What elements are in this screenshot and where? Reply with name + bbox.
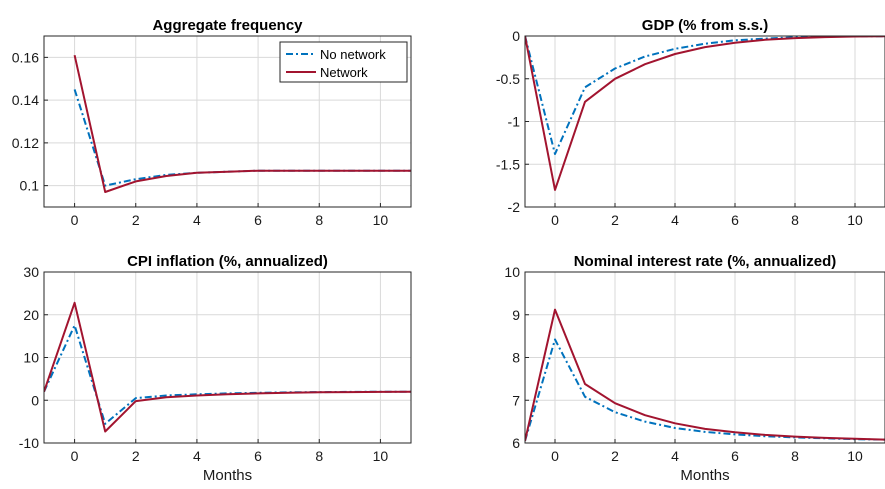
x-tick-label: 2 (132, 212, 140, 228)
axes-frame (43, 35, 412, 208)
x-tick-label: 8 (315, 212, 323, 228)
y-tick-label: 0 (512, 28, 520, 44)
legend-box (279, 41, 408, 83)
x-tick-label: 6 (254, 448, 262, 464)
x-tick-label: 4 (193, 448, 201, 464)
y-tick-label: 9 (512, 307, 520, 323)
series-line-network (73, 54, 411, 193)
x-tick-label: 0 (71, 212, 79, 228)
x-axis-label: Months (203, 467, 252, 484)
y-tick-label: 0.14 (12, 92, 39, 108)
x-tick-label: 10 (847, 212, 863, 228)
x-tick-label: 10 (373, 448, 389, 464)
y-tick-label: 10 (504, 264, 520, 280)
x-tick-label: 4 (671, 212, 679, 228)
subplot-title: GDP (% from s.s.) (642, 17, 768, 34)
x-tick-label: 6 (254, 212, 262, 228)
subplot-title: Nominal interest rate (%, annualized) (574, 253, 837, 270)
x-tick-label: 0 (71, 448, 79, 464)
subplot-title: Aggregate frequency (152, 17, 303, 34)
y-tick-label: 0.12 (12, 135, 39, 151)
subplot-2: 0 2 4 6 8 10 -2 -1.5 -1 -0.5 0 GDP (% from s.s.) (496, 17, 885, 228)
x-tick-label: 2 (611, 212, 619, 228)
y-tick-label: -0.5 (496, 71, 520, 87)
y-tick-label: 0.1 (20, 178, 40, 194)
x-tick-label: 8 (315, 448, 323, 464)
y-tick-label: -1 (508, 114, 521, 130)
x-tick-label: 2 (611, 448, 619, 464)
x-tick-label: 0 (551, 212, 559, 228)
x-tick-label: 8 (791, 212, 799, 228)
x-tick-label: 2 (132, 448, 140, 464)
x-tick-label: 10 (847, 448, 863, 464)
x-tick-label: 4 (193, 212, 201, 228)
x-tick-label: 8 (791, 448, 799, 464)
y-tick-label: 30 (23, 264, 39, 280)
subplot-title: CPI inflation (%, annualized) (127, 253, 328, 270)
y-tick-label: 0 (31, 392, 39, 408)
x-tick-label: 10 (373, 212, 389, 228)
subplot-3: 0 2 4 6 8 10 -10 0 10 20 30 CPI inflation (%, annua… (19, 253, 412, 484)
series-line-network (44, 301, 411, 433)
y-tick-label: 8 (512, 350, 520, 366)
series-line-no-network (525, 338, 885, 442)
legend: No network Network (279, 41, 408, 83)
subplot-4: 0 2 4 6 8 10 6 7 8 9 10 Nominal interest rate (%, a… (504, 253, 885, 484)
x-tick-label: 6 (731, 212, 739, 228)
series-line-no-network (525, 36, 885, 155)
x-tick-label: 4 (671, 448, 679, 464)
subplot-1: 0 2 4 6 8 10 0.1 0.12 0.14 0.16 Aggregate frequenc… (12, 17, 412, 228)
y-tick-label: -2 (508, 199, 521, 215)
series-line-network (525, 308, 885, 442)
x-axis-label: Months (680, 467, 729, 484)
legend-label: Network (320, 65, 368, 80)
x-tick-label: 0 (551, 448, 559, 464)
y-tick-label: 20 (23, 307, 39, 323)
y-tick-label: 7 (512, 392, 520, 408)
y-tick-label: 10 (23, 350, 39, 366)
legend-label: No network (320, 47, 386, 62)
series-line-network (525, 36, 885, 191)
x-tick-label: 6 (731, 448, 739, 464)
y-tick-label: 0.16 (12, 49, 39, 65)
y-tick-label: 6 (512, 435, 520, 451)
y-tick-label: -1.5 (496, 156, 520, 172)
y-tick-label: -10 (19, 435, 39, 451)
